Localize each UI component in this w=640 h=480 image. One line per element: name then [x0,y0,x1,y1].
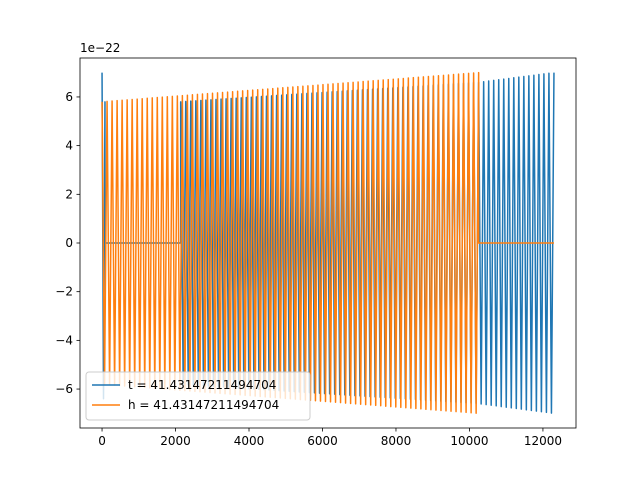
y-tick-label: 2 [65,187,73,201]
y-tick-label: 4 [65,139,73,153]
series-line-1 [101,71,554,414]
x-tick-label: 10000 [450,434,488,448]
x-tick-label: 2000 [160,434,191,448]
legend-label: h = 41.43147211494704 [128,398,279,412]
x-tick-label: 8000 [381,434,412,448]
y-tick-label: 0 [65,236,73,250]
legend-box [85,371,311,421]
y-axis: −6 −4 −2 0 2 4 6 [55,90,80,396]
y-tick-label: −4 [55,333,73,347]
y-tick-label: −2 [55,285,73,299]
y-tick-label: −6 [55,382,73,396]
x-axis: 0 2000 4000 6000 8000 10000 12000 [98,428,562,448]
x-tick-label: 6000 [307,434,338,448]
x-tick-label: 4000 [234,434,265,448]
y-offset-label: 1e−22 [80,41,120,55]
legend-label: t = 41.43147211494704 [128,378,276,392]
legend: t = 41.43147211494704 h = 41.431472114947… [85,371,311,421]
y-tick-label: 6 [65,90,73,104]
series-layer [101,71,555,414]
x-tick-label: 0 [98,434,106,448]
x-tick-label: 12000 [524,434,562,448]
